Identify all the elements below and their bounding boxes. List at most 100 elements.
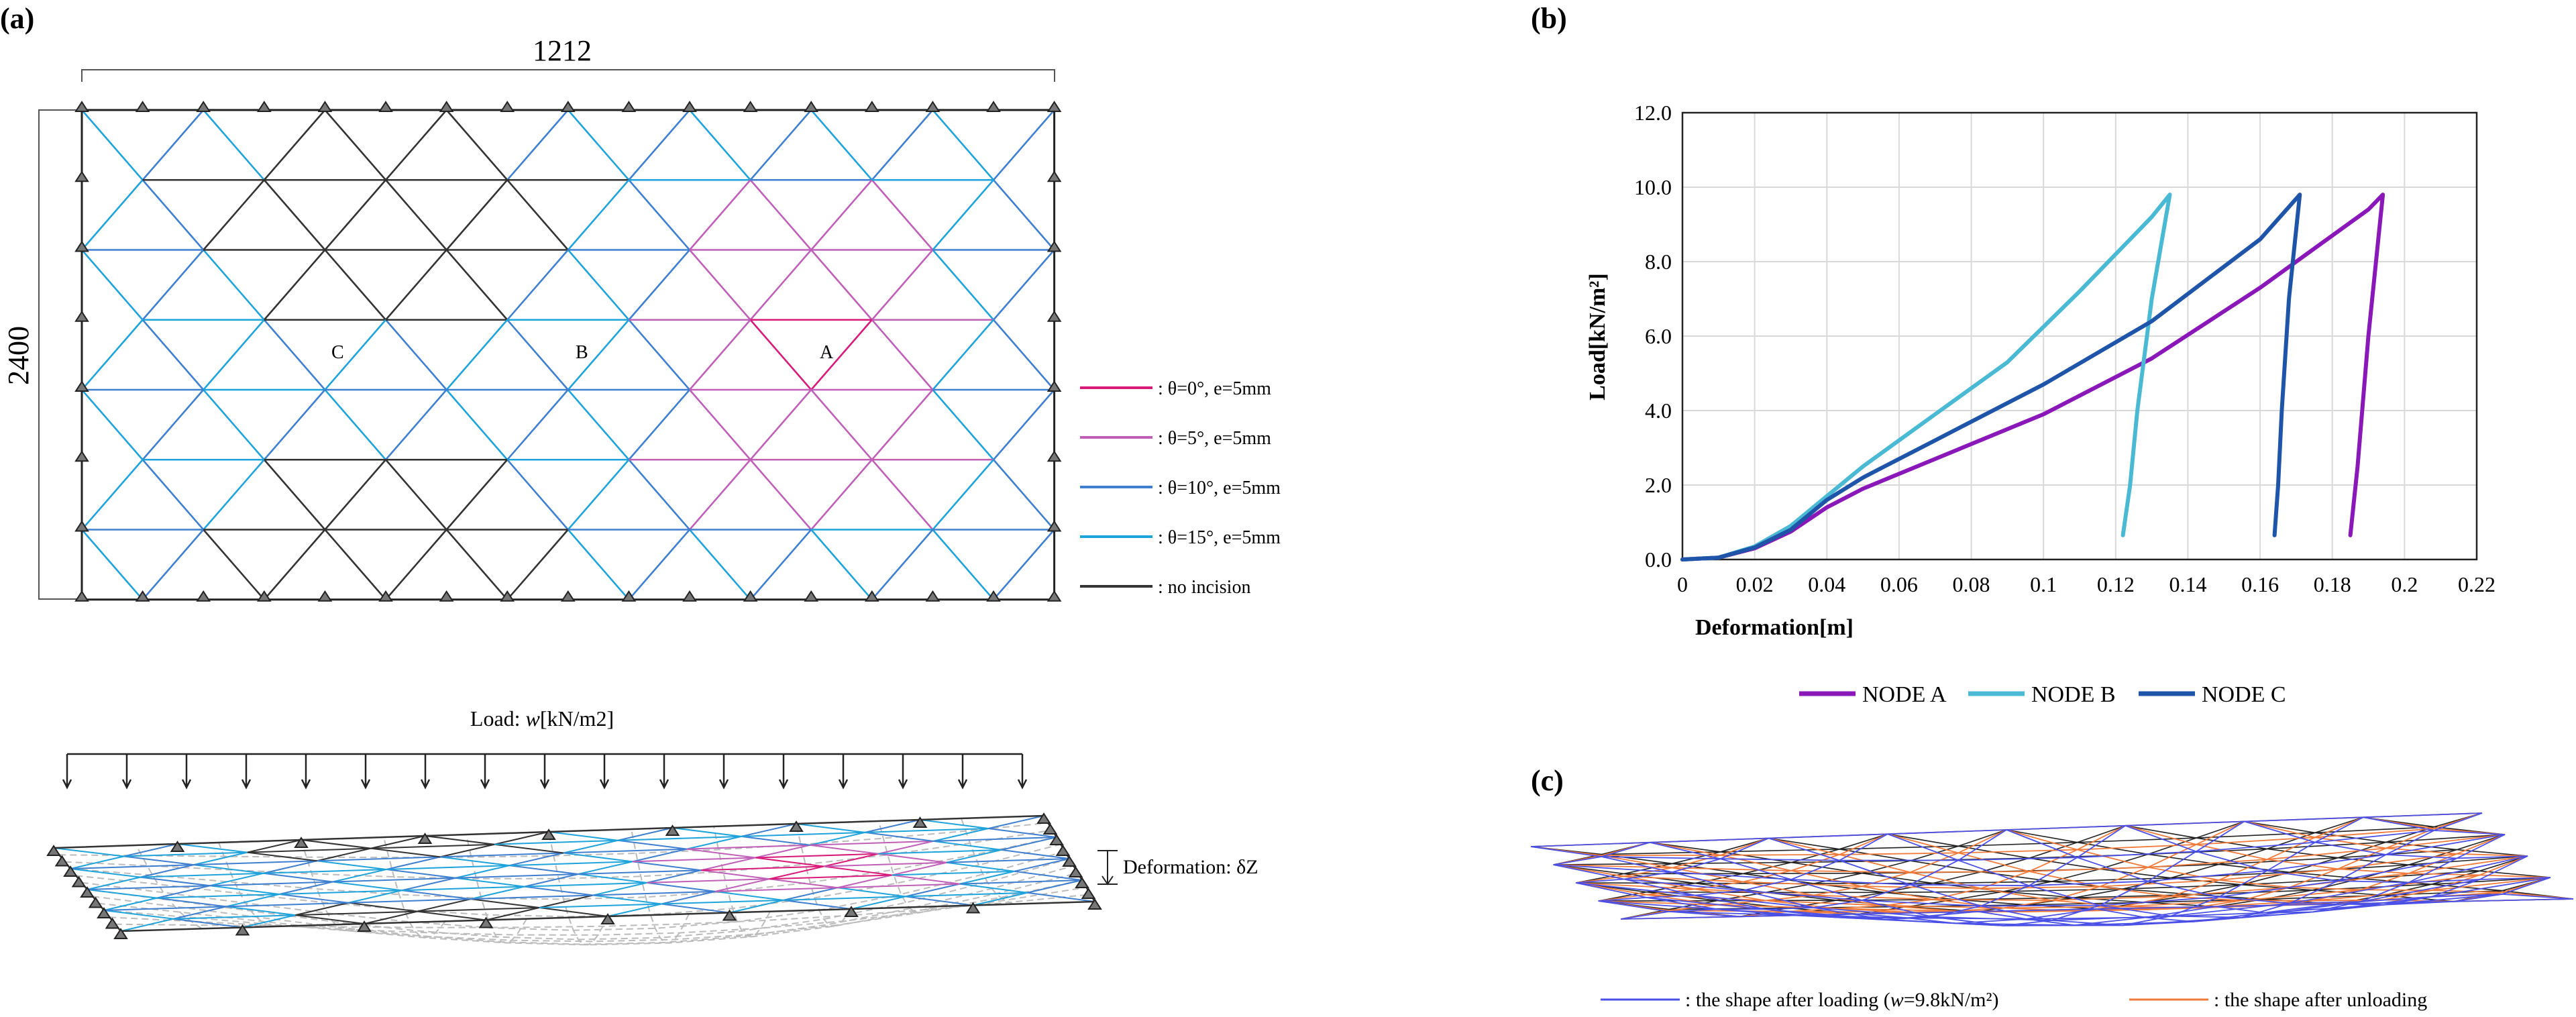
iso-support-25 <box>1062 855 1077 867</box>
shape-member-308 <box>1623 875 1743 883</box>
iso-member-188 <box>548 831 619 841</box>
shape-member-536 <box>1910 884 2029 887</box>
shape-member-357 <box>1720 854 1792 871</box>
iso-member-77 <box>647 878 769 884</box>
iso-member-116 <box>386 856 441 870</box>
support-25 <box>804 590 819 602</box>
width-dimension-label: 1212 <box>533 34 592 67</box>
shape-member-303 <box>2408 853 2457 874</box>
iso-member-89 <box>209 872 264 887</box>
chart-series-node-b <box>1680 193 2172 561</box>
shape-member-165 <box>1839 845 1959 850</box>
deformed-mesh-line-17 <box>76 843 1061 918</box>
shape-member-570 <box>2434 812 2483 831</box>
plan-member-144 <box>142 529 205 600</box>
shape-member-428 <box>2383 894 2503 906</box>
shape-member-517 <box>2218 870 2267 898</box>
shape-member-571 <box>2434 830 2506 835</box>
shape-member-92 <box>1813 872 1862 884</box>
iso-member-179 <box>988 827 1057 838</box>
shape-member-349 <box>2267 847 2386 860</box>
plan-member-8 <box>445 109 508 181</box>
iso-member-72 <box>524 873 579 888</box>
iso-member-2 <box>242 914 296 928</box>
shape-member-169 <box>2077 825 2126 843</box>
iso-member-135 <box>70 864 194 869</box>
plan-member-50 <box>142 249 205 321</box>
shape-member-95 <box>1932 871 1982 884</box>
chart-y-tick-5: 10.0 <box>1634 175 1672 199</box>
shape-member-581 <box>2006 824 2126 831</box>
iso-member-122 <box>632 848 687 863</box>
shape-member-534 <box>1909 859 1959 886</box>
iso-member-117 <box>386 868 456 879</box>
plan-member-118 <box>142 459 205 531</box>
iso-support-18 <box>105 917 120 929</box>
plan-member-37 <box>567 179 630 251</box>
shape-member-267 <box>1884 904 2004 909</box>
shape-member-549 <box>1601 841 1650 857</box>
plan-member-122 <box>203 459 265 531</box>
shape-member-408 <box>1668 908 1717 912</box>
shape-member-306 <box>1623 867 1672 877</box>
shape-member-563 <box>2077 851 2196 859</box>
iso-member-32 <box>783 899 852 910</box>
shape-member-558 <box>1957 829 2007 861</box>
shape-member-309 <box>1743 870 1792 883</box>
iso-support-6 <box>478 916 494 928</box>
chart-x-tick-8: 0.16 <box>2241 572 2279 596</box>
shape-member-518 <box>2218 896 2290 904</box>
shape-member-481 <box>1695 890 1743 896</box>
plan-member-28 <box>203 179 265 251</box>
chart-series-node-c <box>1680 193 2302 561</box>
support-18 <box>621 101 637 112</box>
iso-member-60 <box>959 870 1015 885</box>
shape-member-88 <box>1575 882 1695 884</box>
shape-member-317 <box>1980 886 2100 890</box>
height-dimension-line <box>38 109 79 600</box>
shape-member-463 <box>1884 918 2004 926</box>
iso-member-104 <box>823 853 879 867</box>
plan-member-119 <box>81 459 144 531</box>
plan-member-53 <box>263 249 326 321</box>
chart-x-tick-5: 0.1 <box>2030 572 2057 596</box>
shape-member-159 <box>1601 851 1721 855</box>
iso-member-139 <box>317 847 372 862</box>
shape-member-384 <box>2006 829 2078 851</box>
iso-member-167 <box>494 843 564 854</box>
height-dimension-label: 2400 <box>2 326 35 385</box>
shape-member-311 <box>1743 881 1862 888</box>
iso-member-192 <box>796 823 865 833</box>
iso-member-6 <box>486 907 540 921</box>
load-arrow-16 <box>1017 754 1028 790</box>
iso-member-159 <box>123 851 248 857</box>
iso-member-69 <box>401 877 456 892</box>
shape-member-552 <box>1720 837 1769 860</box>
shape-member-402 <box>2216 906 2265 914</box>
shape-member-484 <box>1813 900 1862 908</box>
support-17 <box>560 590 576 602</box>
support-12 <box>439 101 454 112</box>
iso-member-30 <box>661 899 784 905</box>
shape-member-370 <box>2196 837 2316 845</box>
shape-member-84 <box>2479 855 2528 872</box>
shape-member-502 <box>1623 871 1672 880</box>
plan-member-89 <box>871 319 934 390</box>
shape-member-398 <box>1978 910 2027 920</box>
shape-member-281 <box>2479 874 2551 878</box>
shape-member-336 <box>1790 870 1862 888</box>
shape-member-130 <box>2337 849 2457 859</box>
plan-member-156 <box>628 529 690 600</box>
iso-member-145 <box>563 839 619 854</box>
shape-member-507 <box>1743 890 1862 901</box>
shape-member-458 <box>1765 907 1814 910</box>
plan-member-11 <box>567 109 630 181</box>
shape-member-241 <box>1836 904 1885 910</box>
iso-member-50 <box>470 894 594 900</box>
plan-member-0 <box>81 109 144 181</box>
support-1 <box>74 590 89 602</box>
iso-member-194 <box>920 819 989 829</box>
iso-member-103 <box>700 865 824 871</box>
shape-member-499 <box>2408 857 2457 884</box>
shape-member-429 <box>2502 877 2551 895</box>
